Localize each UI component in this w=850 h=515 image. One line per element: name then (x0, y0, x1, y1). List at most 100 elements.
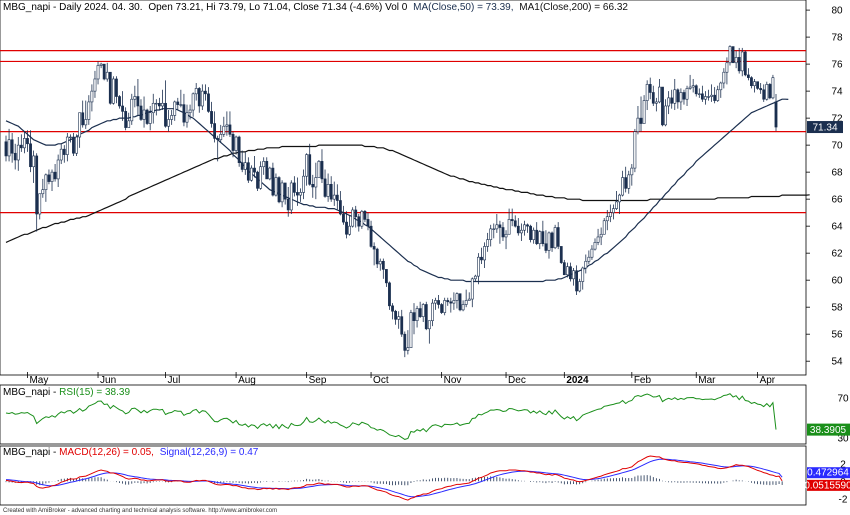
candle-body (575, 270, 578, 292)
candle-body (519, 229, 523, 234)
candle-body (69, 136, 72, 139)
candle (384, 269, 388, 287)
candle-body (544, 243, 548, 251)
month-label: Nov (444, 375, 462, 386)
candle (234, 135, 238, 155)
candle (13, 143, 17, 170)
candle-body (477, 256, 480, 277)
candle-body (731, 46, 735, 64)
candle-body (449, 301, 453, 304)
candle-body (366, 219, 370, 227)
candle-body (725, 62, 729, 73)
ma200-polyline (5, 144, 810, 243)
candle (148, 105, 152, 131)
macd-tick-label: -2 (839, 494, 848, 505)
candle-body (685, 88, 689, 100)
candle-body (667, 97, 671, 107)
candle-body (108, 71, 112, 104)
candle (19, 134, 23, 152)
candle-body (23, 138, 26, 149)
candle (329, 176, 333, 202)
candle (62, 145, 66, 163)
candle-body (7, 139, 11, 157)
candle-body (740, 51, 744, 72)
candle-body (176, 101, 180, 105)
candle (467, 292, 471, 301)
candle-body (354, 209, 358, 218)
candle (381, 258, 385, 279)
candle (510, 208, 514, 227)
macd-tick-label: 2 (840, 459, 846, 470)
candle (102, 63, 106, 81)
candle-body (35, 155, 39, 215)
candle-body (157, 102, 161, 107)
candle-body (96, 65, 100, 80)
candle (326, 173, 330, 202)
price-header: MBG_napi - Daily 2024. 04. 30. Open 73.2… (3, 2, 628, 13)
candle-body (523, 224, 526, 231)
candle (225, 111, 229, 136)
candle-body (384, 269, 388, 284)
candle-body (342, 213, 345, 223)
candle (492, 223, 496, 239)
candle-body (532, 229, 536, 240)
candle (403, 331, 407, 358)
candle (99, 62, 103, 69)
candle-body (388, 282, 391, 307)
candle-body (421, 304, 425, 317)
macd-readout: MACD(12,26) = 0.05, (59, 447, 154, 458)
candle-body (243, 162, 247, 170)
candle (431, 299, 434, 327)
candle (725, 57, 729, 85)
candle (581, 266, 585, 290)
candle-body (225, 124, 229, 127)
candle (302, 169, 305, 200)
candle-body (286, 198, 290, 211)
candle (501, 222, 505, 242)
candle (139, 99, 143, 121)
candle (673, 78, 677, 111)
candle (541, 220, 545, 247)
price-tick-label: 66 (831, 195, 843, 206)
candle (4, 135, 8, 162)
candle (676, 88, 680, 109)
candle-body (139, 105, 143, 120)
candle (360, 209, 364, 229)
candle (41, 178, 45, 198)
candle-body (510, 219, 514, 222)
price-tick-label: 70 (831, 141, 843, 152)
candle (424, 301, 428, 331)
price-tick-label: 76 (831, 60, 843, 71)
candle-body (412, 312, 416, 321)
candle (38, 193, 42, 220)
candle-body (381, 260, 385, 270)
candle (118, 95, 121, 109)
candle-body (480, 256, 483, 261)
candles (4, 45, 778, 358)
month-label: 2024 (566, 375, 589, 386)
candle (627, 170, 631, 194)
candle-body (391, 305, 394, 312)
candle (728, 45, 732, 66)
candle-body (240, 162, 244, 170)
candle-body (93, 78, 97, 92)
candle-body (458, 293, 462, 311)
candle-body (547, 232, 551, 251)
candle (562, 259, 566, 276)
candle (72, 132, 75, 156)
candle (372, 242, 376, 266)
signal-last-tag (807, 467, 850, 479)
candle (96, 61, 100, 85)
price-axis: 54 56 58 60 62 64 66 68 70 72 74 76 78 80 71.34 (806, 6, 843, 368)
candle (213, 111, 217, 143)
candle-body (771, 77, 775, 99)
price-tick-label: 58 (831, 303, 843, 314)
candle (569, 262, 572, 282)
price-tick-label: 64 (831, 222, 843, 233)
candle (375, 247, 379, 269)
macd-last-tag (807, 479, 850, 491)
candle (357, 214, 361, 232)
candle-body (194, 88, 198, 95)
candle-body (363, 211, 367, 220)
